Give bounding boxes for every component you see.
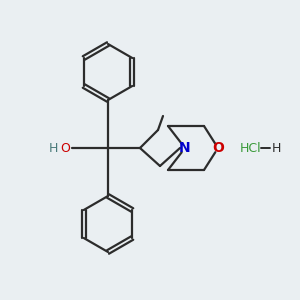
- Text: O: O: [60, 142, 70, 154]
- Text: N: N: [179, 141, 191, 155]
- Text: H: H: [49, 142, 58, 154]
- Text: O: O: [212, 141, 224, 155]
- Text: HCl: HCl: [240, 142, 262, 154]
- Text: H: H: [272, 142, 281, 154]
